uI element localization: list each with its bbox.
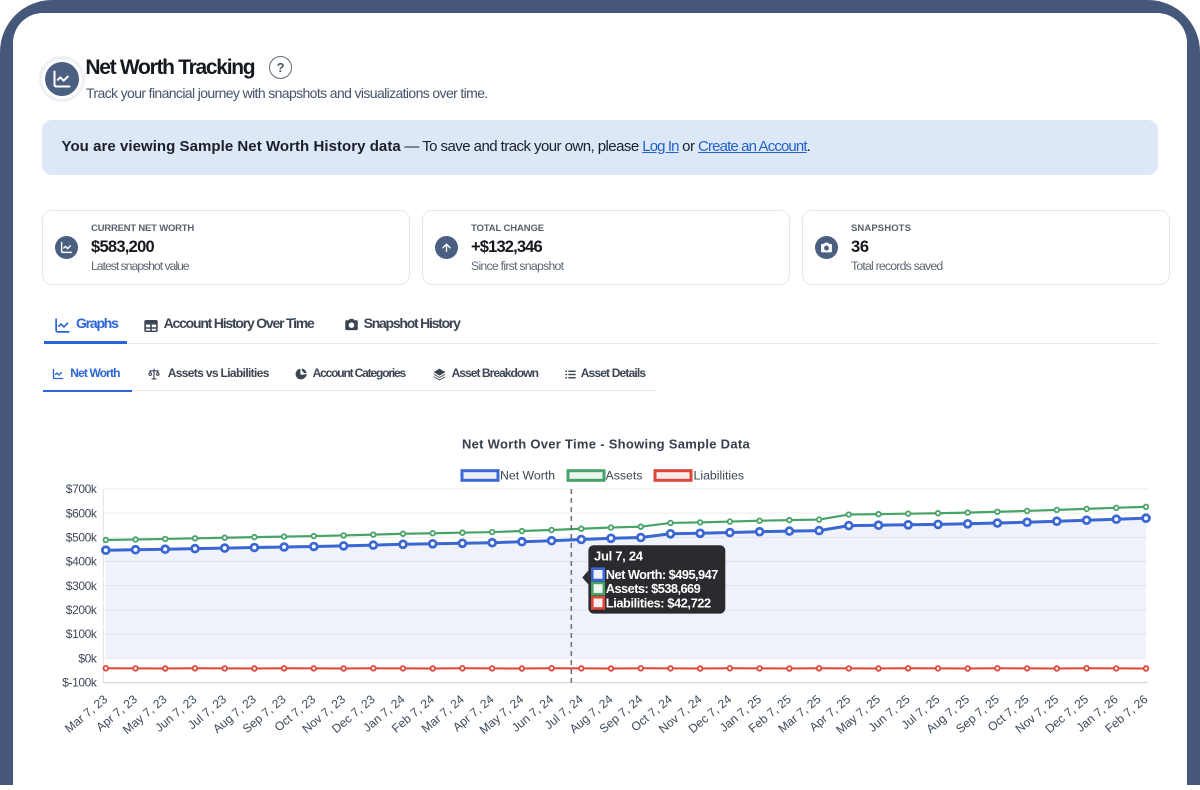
- svg-text:Net Worth: $495,947: Net Worth: $495,947: [606, 567, 718, 582]
- svg-text:Liabilities: $42,722: Liabilities: $42,722: [606, 595, 711, 610]
- svg-text:$500k: $500k: [66, 531, 98, 545]
- svg-text:$0k: $0k: [78, 651, 98, 665]
- svg-text:$300k: $300k: [66, 579, 98, 593]
- svg-text:$700k: $700k: [66, 482, 98, 496]
- svg-text:Jul 7, 24: Jul 7, 24: [594, 548, 644, 563]
- svg-text:$100k: $100k: [66, 627, 98, 641]
- svg-text:Net Worth Over Time - Showing: Net Worth Over Time - Showing Sample Dat…: [462, 437, 751, 452]
- svg-text:$400k: $400k: [66, 555, 98, 569]
- svg-text:Liabilities: Liabilities: [694, 469, 745, 483]
- svg-text:Net Worth: Net Worth: [500, 469, 555, 483]
- svg-text:$-100k: $-100k: [62, 676, 98, 690]
- svg-text:$600k: $600k: [66, 506, 98, 520]
- svg-text:$200k: $200k: [66, 603, 98, 617]
- svg-text:Assets: Assets: [606, 469, 643, 483]
- svg-text:Assets: $538,669: Assets: $538,669: [606, 581, 701, 596]
